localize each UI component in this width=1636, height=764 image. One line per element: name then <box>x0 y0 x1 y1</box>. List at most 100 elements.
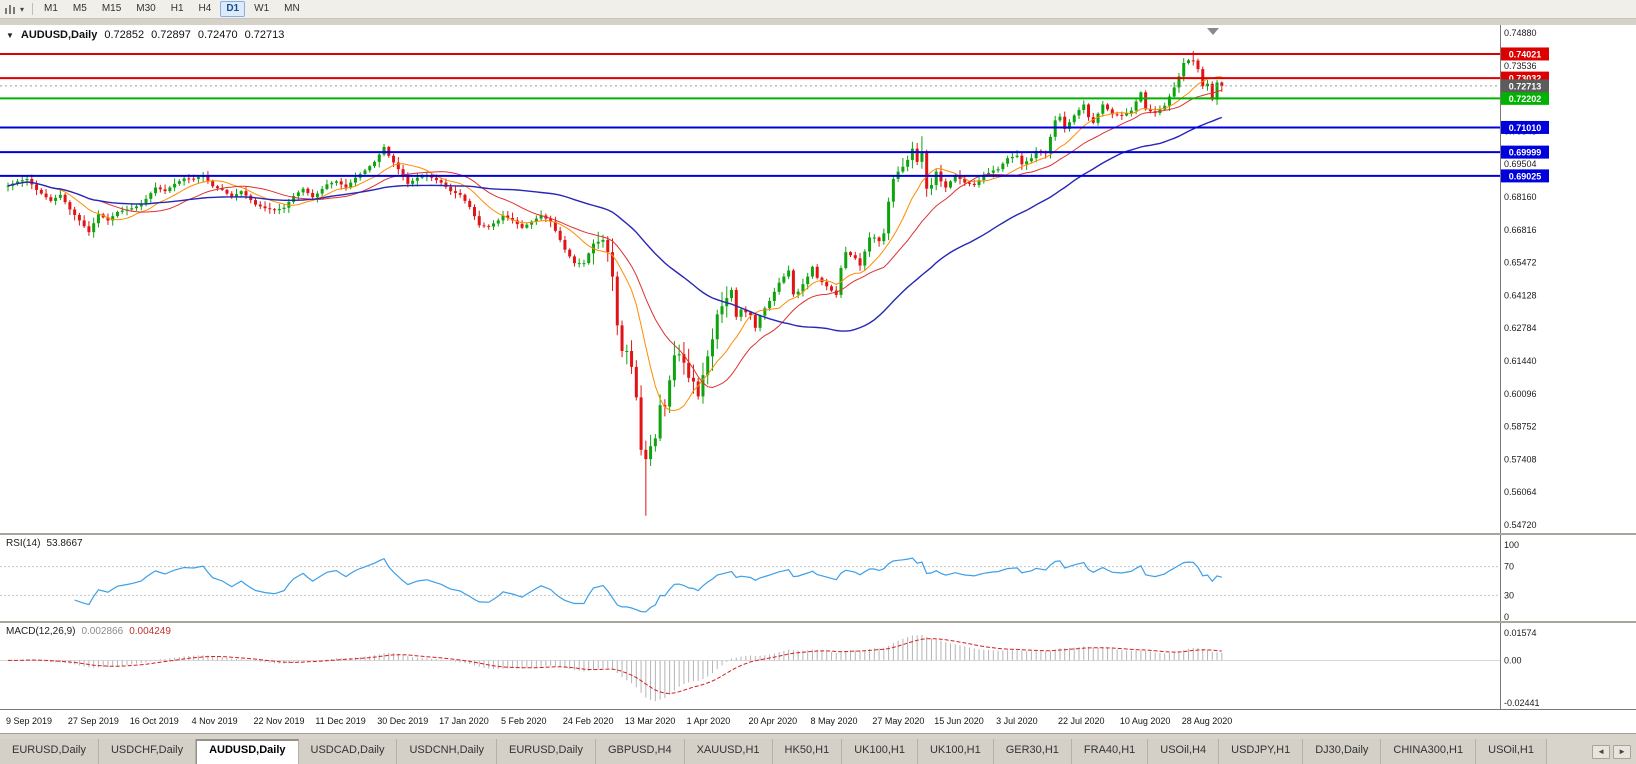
macd-axis-label: 0.00 <box>1504 655 1522 665</box>
date-label: 1 Apr 2020 <box>686 716 731 726</box>
timeframe-button-h4[interactable]: H4 <box>198 3 212 14</box>
chart-tab-xauusd-h1[interactable]: XAUUSD,H1 <box>684 739 773 764</box>
price-axis-label: 0.69504 <box>1504 159 1537 169</box>
chart-tab-usdcnh-daily[interactable]: USDCNH,Daily <box>397 739 498 764</box>
macd-signal-value: 0.004249 <box>129 626 171 637</box>
price-level-tag <box>1501 145 1549 159</box>
price-level-tag-label: 0.72202 <box>1509 94 1542 104</box>
chart-tab-audusd-daily[interactable]: AUDUSD,Daily <box>196 739 299 764</box>
price-level-tag <box>1501 120 1549 134</box>
date-label: 8 May 2020 <box>810 716 858 726</box>
price-axis-label: 0.57408 <box>1504 454 1537 464</box>
window-frame-strip <box>0 19 1636 25</box>
timeframe-button-mn[interactable]: MN <box>284 3 300 14</box>
price-level-tag-label: 0.71010 <box>1509 123 1542 133</box>
price-axis-label: 0.73536 <box>1504 61 1537 71</box>
date-label: 9 Sep 2019 <box>6 716 53 726</box>
price-level-tag-label: 0.69999 <box>1509 148 1542 158</box>
tab-scroll-left-icon[interactable]: ◄ <box>1592 745 1611 759</box>
rsi-header: RSI(14) 53.8667 <box>6 538 83 549</box>
rsi-axis-label: 0 <box>1504 612 1509 621</box>
chart-tab-bar: EURUSD,Daily USDCHF,Daily AUDUSD,Daily USDC… <box>0 733 1636 764</box>
date-label: 16 Oct 2019 <box>129 716 179 726</box>
macd-panel: 0.01574 0.00 -0.02441 MACD(12,26,9) 0.0028… <box>0 623 1636 709</box>
timeframe-button-m15[interactable]: M15 <box>101 3 122 14</box>
macd-signal-line <box>8 638 1222 695</box>
price-axis-label: 0.74880 <box>1504 28 1537 38</box>
chart-tab-eurusd-daily[interactable]: EURUSD,Daily <box>0 739 99 764</box>
date-label: 30 Dec 2019 <box>377 716 429 726</box>
time-axis[interactable]: 9 Sep 2019 27 Sep 2019 16 Oct 2019 4 Nov 20… <box>0 709 1636 733</box>
price-axis-label: 0.58752 <box>1504 422 1537 432</box>
chart-tab-fra40-h1[interactable]: FRA40,H1 <box>1071 739 1149 764</box>
date-label: 13 Mar 2020 <box>624 716 676 726</box>
rsi-title: RSI(14) <box>6 538 41 549</box>
price-axis-label: 0.54720 <box>1504 520 1537 530</box>
chart-tab-ger30-h1[interactable]: GER30,H1 <box>993 739 1072 764</box>
ohlc-close: 0.72713 <box>244 29 285 41</box>
chart-tab-usoil-h4[interactable]: USOil,H4 <box>1148 739 1220 764</box>
price-level-tag-label: 0.73032 <box>1509 74 1542 84</box>
chart-tab-uk100-h1[interactable]: UK100,H1 <box>842 739 918 764</box>
tab-scroll-right-icon[interactable]: ► <box>1613 745 1631 759</box>
chevron-down-icon[interactable]: ▾ <box>20 4 25 14</box>
price-level-tag <box>1501 169 1549 183</box>
timeframe-button-h1[interactable]: H1 <box>170 3 184 14</box>
price-axis-label: 0.61440 <box>1504 356 1537 366</box>
date-label: 22 Jul 2020 <box>1057 716 1105 726</box>
timeframe-button-m1[interactable]: M1 <box>44 3 58 14</box>
price-axis-label: 0.66816 <box>1504 225 1537 235</box>
price-axis-label: 0.60096 <box>1504 389 1537 399</box>
date-label: 20 Apr 2020 <box>748 716 798 726</box>
chart-menu-icon[interactable]: ▼ <box>6 30 14 40</box>
macd-canvas[interactable]: 0.01574 0.00 -0.02441 <box>0 623 1636 709</box>
panel-splitter[interactable] <box>0 533 1636 535</box>
chart-type-icon[interactable] <box>4 3 18 15</box>
price-axis-label: 0.64128 <box>1504 290 1537 300</box>
price-axis-label: 0.68160 <box>1504 192 1537 202</box>
chart-tab-china300-h1[interactable]: CHINA300,H1 <box>1381 739 1477 764</box>
chart-tab-dj30-daily[interactable]: DJ30,Daily <box>1303 739 1382 764</box>
macd-header: MACD(12,26,9) 0.002866 0.004249 <box>6 626 171 637</box>
moving-average-line <box>7 89 1222 389</box>
rsi-axis-label: 30 <box>1504 590 1514 600</box>
rsi-axis-label: 70 <box>1504 562 1514 572</box>
date-label: 15 Jun 2020 <box>934 716 984 726</box>
bid-price-tag-label: 0.72713 <box>1509 81 1542 91</box>
timeframe-button-d1[interactable]: D1 <box>220 1 246 17</box>
moving-average-line <box>7 116 1223 332</box>
chart-shift-marker[interactable] <box>1207 28 1219 35</box>
chart-tab-usdchf-daily[interactable]: USDCHF,Daily <box>98 739 197 764</box>
price-level-tag-label: 0.74021 <box>1509 49 1542 59</box>
chart-tab-gbpusd-h4[interactable]: GBPUSD,H4 <box>596 739 685 764</box>
date-label: 5 Feb 2020 <box>501 716 547 726</box>
date-label: 27 May 2020 <box>872 716 925 726</box>
main-chart-canvas[interactable]: 0.748800.735360.721920.708480.695040.681… <box>0 25 1636 533</box>
chart-tab-usoil-h1[interactable]: USOil,H1 <box>1476 739 1547 764</box>
price-axis-label: 0.56064 <box>1504 487 1537 497</box>
chart-tab-eurusd-daily[interactable]: EURUSD,Daily <box>497 739 596 764</box>
chart-tab-usdcad-daily[interactable]: USDCAD,Daily <box>298 739 398 764</box>
panel-splitter[interactable] <box>0 621 1636 623</box>
chart-tab-usdjpy-h1[interactable]: USDJPY,H1 <box>1219 739 1304 764</box>
rsi-panel: 100 70 30 0 RSI(14) 53.8667 <box>0 535 1636 621</box>
macd-main-value: 0.002866 <box>81 626 124 637</box>
timeframe-toolbar: ▾ M1 M5 M15 M30 H1 H4 D1 W1 MN <box>0 0 1636 19</box>
rsi-canvas[interactable]: 100 70 30 0 <box>0 535 1636 621</box>
chart-symbol-label: AUDUSD,Daily <box>20 29 98 41</box>
date-label: 24 Feb 2020 <box>562 716 614 726</box>
ohlc-low: 0.72470 <box>197 29 238 41</box>
price-level-tag <box>1501 47 1549 61</box>
timeframe-button-m30[interactable]: M30 <box>136 3 156 14</box>
chart-tab-uk100-h1[interactable]: UK100,H1 <box>917 739 994 764</box>
date-label: 22 Nov 2019 <box>253 716 305 726</box>
date-label: 28 Aug 2020 <box>1181 716 1233 726</box>
price-level-tag <box>1501 91 1549 105</box>
price-axis-label: 0.65472 <box>1504 258 1537 268</box>
main-chart-panel: 0.748800.735360.721920.708480.695040.681… <box>0 25 1636 533</box>
timeframe-button-w1[interactable]: W1 <box>254 3 270 14</box>
timeframe-button-m5[interactable]: M5 <box>72 3 87 14</box>
chart-tab-hk50-h1[interactable]: HK50,H1 <box>772 739 843 764</box>
macd-title: MACD(12,26,9) <box>6 626 76 637</box>
timeframe-buttons: M1 M5 M15 M30 H1 H4 D1 W1 MN <box>38 1 306 17</box>
